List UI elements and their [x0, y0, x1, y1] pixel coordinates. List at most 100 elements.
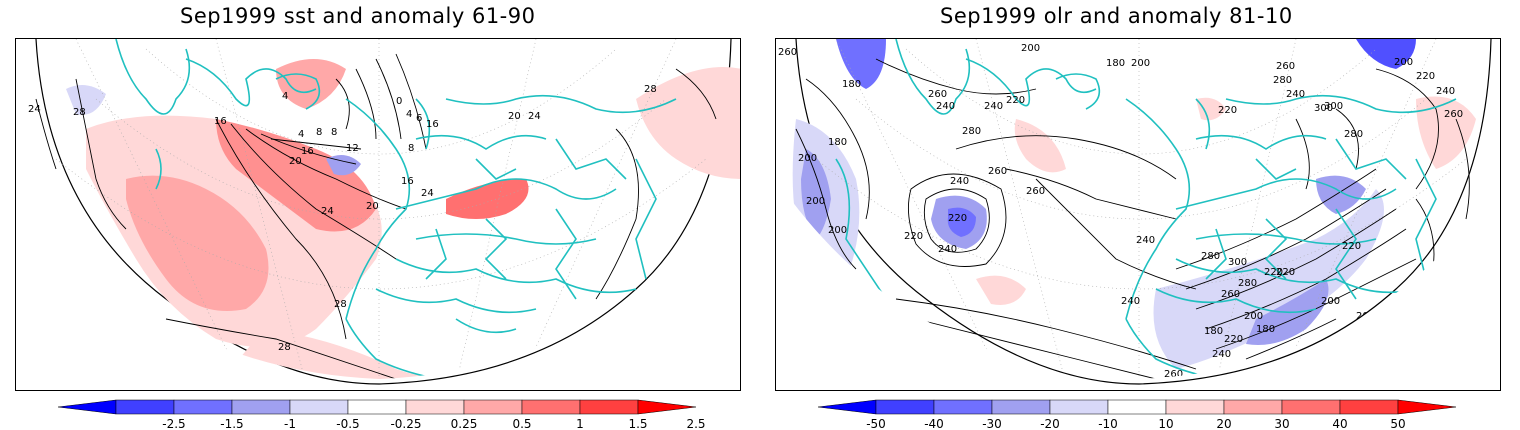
olr-contour-label: 180: [1256, 324, 1275, 335]
olr-contour-label: 220: [904, 231, 923, 242]
olr-contour-label: 260: [1026, 186, 1045, 197]
sst-colorbar-tick-label: -0.25: [390, 417, 421, 430]
sst-contour-label: 24: [528, 111, 541, 122]
olr-contour-label: 240: [1286, 89, 1305, 100]
sst-cool-anomaly: [66, 85, 106, 115]
olr-contour-label: 260: [928, 89, 947, 100]
olr-colorbar-labels: -50 -40 -30 -20 -10 10 20 30 40 50: [866, 417, 1405, 430]
sst-colorbar-tick-label: 1.5: [628, 417, 647, 430]
sst-colorbar-segment: [463, 399, 523, 415]
olr-contour-label: 200: [1021, 43, 1040, 54]
olr-contour-label: 220: [1218, 105, 1237, 116]
olr-contour-label: 180: [1204, 326, 1223, 337]
sst-colorbar-svg: -2.5 -1.5 -1 -0.5 -0.25 0.25 0.5 1 1.5 2…: [58, 399, 706, 430]
olr-contour-label: 200: [828, 225, 847, 236]
sst-graticule: [55, 39, 707, 379]
olr-contour-label: 220: [1276, 267, 1295, 278]
olr-contour-label: 300: [1228, 257, 1247, 268]
sst-contour-label: 4: [406, 109, 412, 120]
sst-colorbar-segment: [231, 399, 291, 415]
sst-hemisphere-edge: [35, 39, 732, 385]
olr-contour-label: 200: [1356, 311, 1375, 322]
olr-colorbar-segment: [1339, 399, 1399, 415]
olr-colorbar-segment: [1049, 399, 1109, 415]
olr-contour-label: 260: [988, 166, 1007, 177]
sst-colorbar-segment: [347, 399, 407, 415]
sst-contour-label: 28: [644, 84, 657, 95]
olr-contour-label: 200: [1321, 296, 1340, 307]
sst-warm-anomaly-core: [126, 175, 269, 311]
sst-warm-anomaly-band: [216, 119, 376, 232]
sst-east-anomaly: [636, 67, 740, 179]
sst-colorbar-tick-label: 2.5: [686, 417, 705, 430]
sst-contour-label: 16: [214, 116, 227, 127]
sst-contour-label: 12: [346, 143, 359, 154]
sst-contour-label: 4: [282, 91, 288, 102]
sst-contour-label: 4: [298, 129, 304, 140]
sst-contour-label: 16: [426, 119, 439, 130]
olr-colorbar-svg: -50 -40 -30 -20 -10 10 20 30 40 50: [818, 399, 1457, 430]
olr-colorbar-tick-label: 20: [1216, 417, 1231, 430]
sst-colorbar-segment: [173, 399, 233, 415]
olr-contour-label: 300: [1324, 101, 1343, 112]
olr-colorbar-segment: [1165, 399, 1225, 415]
sst-colorbar-labels: -2.5 -1.5 -1 -0.5 -0.25 0.25 0.5 1 1.5 2…: [162, 417, 705, 430]
olr-colorbar-tick-label: 40: [1332, 417, 1347, 430]
olr-colorbar-segment: [1107, 399, 1167, 415]
sst-contour-label: 20: [289, 156, 302, 167]
olr-map-svg: 260 180 200 180 200 240 260 280 300 240 …: [778, 39, 1492, 385]
olr-colorbar-segment: [1281, 399, 1341, 415]
sst-colorbar-tick-label: -2.5: [162, 417, 185, 430]
olr-contour-label: 280: [962, 126, 981, 137]
olr-cool-anomaly-east: [1316, 175, 1366, 214]
olr-cool-anomaly-south: [1153, 189, 1384, 369]
olr-map: 260 180 200 180 200 240 260 280 300 240 …: [775, 38, 1501, 391]
olr-contour-label: 180: [1106, 58, 1125, 69]
olr-colorbar-boxes: [818, 399, 1457, 415]
sst-contour-label: 8: [408, 143, 414, 154]
sst-contour-label: 20: [366, 201, 379, 212]
olr-warm-anomaly-1: [1014, 119, 1066, 173]
olr-colorbar-tick-label: -20: [1040, 417, 1060, 430]
olr-contour-label: 240: [950, 176, 969, 187]
olr-contour-label: 240: [936, 101, 955, 112]
sst-colorbar-tick-label: -0.5: [336, 417, 359, 430]
olr-contour-label: 220: [948, 213, 967, 224]
olr-contour-label: 240: [1436, 86, 1455, 97]
olr-contour-label: 260: [1444, 109, 1463, 120]
olr-colorbar-segment: [1397, 399, 1457, 415]
olr-contour-label: 200: [798, 153, 817, 164]
olr-contour-label: 260: [778, 47, 797, 58]
olr-colorbar-tick-label: 30: [1274, 417, 1289, 430]
olr-colorbar-tick-label: 10: [1158, 417, 1173, 430]
sst-colorbar-segment: [405, 399, 465, 415]
olr-warm-anomaly-3: [1416, 96, 1476, 169]
sst-contour-label: 24: [28, 104, 41, 115]
sst-colorbar-tick-label: 1: [576, 417, 584, 430]
sst-map-svg: 0 4 6 8 4 8 12 16 16 16 20 20 24 24 24 2…: [28, 39, 740, 385]
sst-contour-label: 24: [421, 188, 434, 199]
sst-coastlines: [115, 39, 677, 379]
olr-colorbar-tick-label: -30: [982, 417, 1002, 430]
olr-cool-anomaly-center-core: [947, 207, 976, 237]
olr-contour-label: 200: [806, 196, 825, 207]
olr-graticule: [815, 39, 1467, 379]
sst-colorbar-tick-label: 0.5: [512, 417, 531, 430]
olr-contour-label: 180: [842, 79, 861, 90]
olr-colorbar-segment: [991, 399, 1051, 415]
sst-contour-label: 0: [396, 96, 402, 107]
olr-contour-label: 300: [1314, 103, 1333, 114]
olr-contour-label: 240: [938, 244, 957, 255]
sst-contour-label: 24: [321, 206, 334, 217]
sst-contours: [35, 53, 717, 379]
olr-colorbar-segment: [875, 399, 935, 415]
olr-cool-anomaly-west-core: [801, 149, 831, 239]
olr-contour-label: 240: [1136, 235, 1155, 246]
sst-colorbar-tick-label: -1: [284, 417, 296, 430]
olr-contour-label: 240: [984, 101, 1003, 112]
sst-contour-label: 28: [73, 107, 86, 118]
olr-warm-anomaly-2: [976, 275, 1026, 305]
sst-colorbar-segment: [58, 399, 117, 415]
olr-colorbar-tick-label: -10: [1098, 417, 1118, 430]
olr-contour-label: 260: [1221, 289, 1240, 300]
